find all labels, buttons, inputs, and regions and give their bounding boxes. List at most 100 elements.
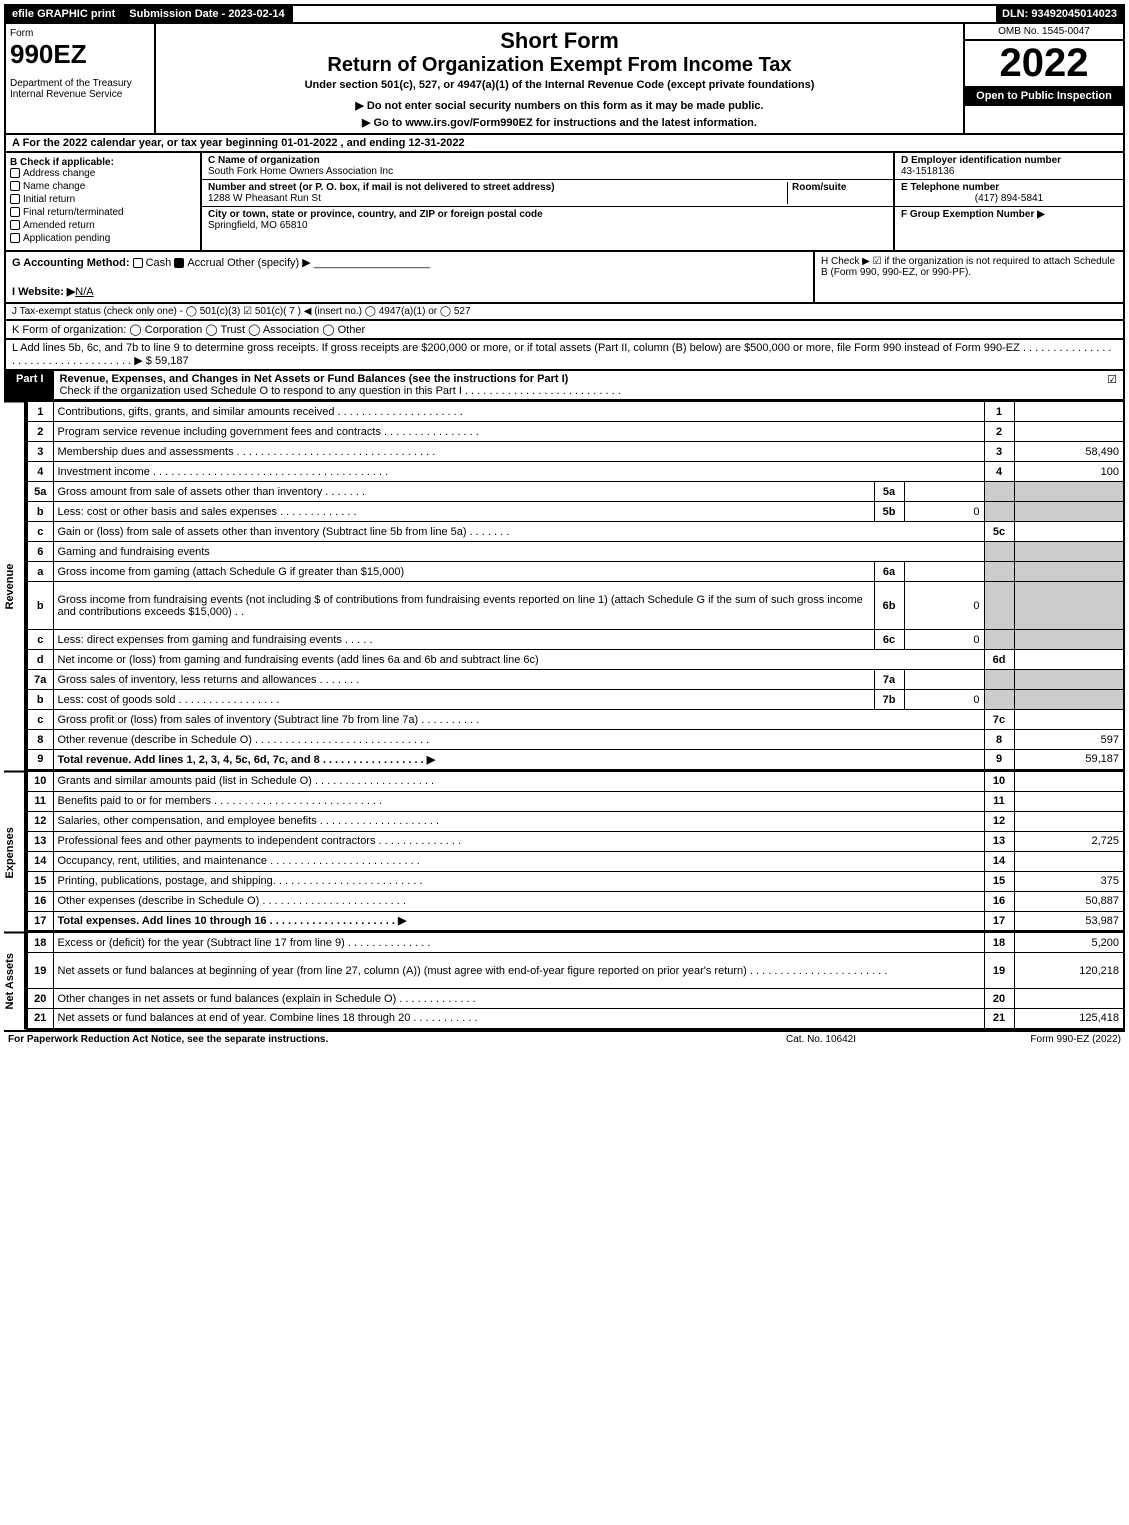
go-to-irs[interactable]: ▶ Go to www.irs.gov/Form990EZ for instru… — [160, 116, 959, 129]
line-12: 12Salaries, other compensation, and empl… — [27, 811, 1124, 831]
line-6d: dNet income or (loss) from gaming and fu… — [27, 650, 1124, 670]
line-18: 18Excess or (deficit) for the year (Subt… — [27, 933, 1124, 953]
line-9: 9Total revenue. Add lines 1, 2, 3, 4, 5c… — [27, 750, 1124, 770]
form-ref: Form 990-EZ (2022) — [921, 1034, 1121, 1045]
room-label: Room/suite — [792, 182, 887, 193]
line-l: L Add lines 5b, 6c, and 7b to line 9 to … — [4, 340, 1125, 371]
gross-receipts: 59,187 — [155, 355, 189, 367]
header-left: Form 990EZ Department of the Treasury In… — [6, 24, 156, 133]
line-17: 17Total expenses. Add lines 10 through 1… — [27, 911, 1124, 931]
header-right: OMB No. 1545-0047 2022 Open to Public In… — [963, 24, 1123, 133]
expenses-table: 10Grants and similar amounts paid (list … — [26, 771, 1125, 933]
line-6a: aGross income from gaming (attach Schedu… — [27, 562, 1124, 582]
revenue-label: Revenue — [4, 401, 26, 771]
form-label: Form — [10, 28, 150, 39]
footer: For Paperwork Reduction Act Notice, see … — [4, 1030, 1125, 1047]
cb-application-pending[interactable]: Application pending — [10, 233, 196, 244]
addr-label: Number and street (or P. O. box, if mail… — [208, 182, 555, 193]
line-6b: bGross income from fundraising events (n… — [27, 582, 1124, 630]
city-label: City or town, state or province, country… — [208, 209, 887, 220]
line-7a: 7aGross sales of inventory, less returns… — [27, 670, 1124, 690]
open-to-public: Open to Public Inspection — [965, 86, 1123, 106]
addr-row: Number and street (or P. O. box, if mail… — [202, 180, 893, 207]
phone-row: E Telephone number (417) 894-5841 — [895, 180, 1123, 207]
line-8: 8Other revenue (describe in Schedule O) … — [27, 730, 1124, 750]
efile-label[interactable]: efile GRAPHIC print — [6, 6, 123, 22]
under-section: Under section 501(c), 527, or 4947(a)(1)… — [160, 79, 959, 91]
tax-exempt-status: J Tax-exempt status (check only one) - ◯… — [4, 304, 1125, 321]
revenue-table: 1Contributions, gifts, grants, and simil… — [26, 401, 1125, 771]
net-assets-label: Net Assets — [4, 932, 26, 1030]
line-16: 16Other expenses (describe in Schedule O… — [27, 891, 1124, 911]
section-bcdef: B Check if applicable: Address change Na… — [4, 153, 1125, 252]
schedule-b-check: H Check ▶ ☑ if the organization is not r… — [813, 252, 1123, 302]
net-assets-table: 18Excess or (deficit) for the year (Subt… — [26, 932, 1125, 1030]
col-de: D Employer identification number 43-1518… — [893, 153, 1123, 250]
cat-no: Cat. No. 10642I — [721, 1034, 921, 1045]
expenses-label: Expenses — [4, 771, 26, 933]
form-header: Form 990EZ Department of the Treasury In… — [4, 24, 1125, 135]
accounting-method: G Accounting Method: Cash Accrual Other … — [6, 252, 813, 302]
line-5a: 5aGross amount from sale of assets other… — [27, 482, 1124, 502]
ein-label: D Employer identification number — [901, 155, 1117, 166]
line-19: 19Net assets or fund balances at beginni… — [27, 953, 1124, 989]
line-15: 15Printing, publications, postage, and s… — [27, 871, 1124, 891]
form-title: Return of Organization Exempt From Incom… — [160, 54, 959, 77]
part-1-tag: Part I — [6, 371, 54, 399]
dln: DLN: 93492045014023 — [996, 6, 1123, 22]
phone-label: E Telephone number — [901, 182, 1117, 193]
line-5b: bLess: cost or other basis and sales exp… — [27, 502, 1124, 522]
line-11: 11Benefits paid to or for members . . . … — [27, 791, 1124, 811]
line-2: 2Program service revenue including gover… — [27, 422, 1124, 442]
line-7b: bLess: cost of goods sold . . . . . . . … — [27, 690, 1124, 710]
org-name: South Fork Home Owners Association Inc — [208, 166, 887, 177]
city-row: City or town, state or province, country… — [202, 207, 893, 233]
line-6c: cLess: direct expenses from gaming and f… — [27, 630, 1124, 650]
line-4: 4Investment income . . . . . . . . . . .… — [27, 462, 1124, 482]
short-form: Short Form — [160, 28, 959, 54]
cb-initial-return[interactable]: Initial return — [10, 194, 196, 205]
city-value: Springfield, MO 65810 — [208, 220, 887, 231]
phone-value: (417) 894-5841 — [901, 193, 1117, 204]
part-1-header: Part I Revenue, Expenses, and Changes in… — [4, 371, 1125, 401]
form-number: 990EZ — [10, 39, 150, 70]
part-1-title: Revenue, Expenses, and Changes in Net As… — [54, 371, 1102, 399]
line-21: 21Net assets or fund balances at end of … — [27, 1009, 1124, 1029]
line-5c: cGain or (loss) from sale of assets othe… — [27, 522, 1124, 542]
line-10: 10Grants and similar amounts paid (list … — [27, 771, 1124, 791]
paperwork-notice: For Paperwork Reduction Act Notice, see … — [8, 1034, 721, 1045]
col-b: B Check if applicable: Address change Na… — [6, 153, 202, 250]
row-a: A For the 2022 calendar year, or tax yea… — [4, 135, 1125, 153]
addr-value: 1288 W Pheasant Run St — [208, 193, 787, 204]
col-b-title: B Check if applicable: — [10, 157, 196, 168]
ein-row: D Employer identification number 43-1518… — [895, 153, 1123, 180]
line-6: 6Gaming and fundraising events — [27, 542, 1124, 562]
submission-date: Submission Date - 2023-02-14 — [123, 6, 292, 22]
org-name-label: C Name of organization — [208, 155, 887, 166]
line-20: 20Other changes in net assets or fund ba… — [27, 989, 1124, 1009]
part-1-check[interactable]: ☑ — [1101, 371, 1123, 399]
org-name-row: C Name of organization South Fork Home O… — [202, 153, 893, 180]
website-value: N/A — [75, 286, 93, 298]
website-label: I Website: ▶ — [12, 286, 75, 298]
group-exemption-row: F Group Exemption Number ▶ — [895, 207, 1123, 222]
col-c: C Name of organization South Fork Home O… — [202, 153, 893, 250]
line-14: 14Occupancy, rent, utilities, and mainte… — [27, 851, 1124, 871]
topbar: efile GRAPHIC print Submission Date - 20… — [4, 4, 1125, 24]
line-3: 3Membership dues and assessments . . . .… — [27, 442, 1124, 462]
cb-final-return[interactable]: Final return/terminated — [10, 207, 196, 218]
cb-name-change[interactable]: Name change — [10, 181, 196, 192]
line-7c: cGross profit or (loss) from sales of in… — [27, 710, 1124, 730]
tax-year: 2022 — [965, 41, 1123, 86]
form-of-org: K Form of organization: ◯ Corporation ◯ … — [4, 321, 1125, 340]
group-exemption-label: F Group Exemption Number ▶ — [901, 209, 1117, 220]
section-gh: G Accounting Method: Cash Accrual Other … — [4, 252, 1125, 304]
ein-value: 43-1518136 — [901, 166, 1117, 177]
cb-amended-return[interactable]: Amended return — [10, 220, 196, 231]
line-1: 1Contributions, gifts, grants, and simil… — [27, 402, 1124, 422]
header-mid: Short Form Return of Organization Exempt… — [156, 24, 963, 133]
department: Department of the Treasury Internal Reve… — [10, 78, 150, 100]
cb-address-change[interactable]: Address change — [10, 168, 196, 179]
ssn-warning: ▶ Do not enter social security numbers o… — [160, 99, 959, 112]
line-13: 13Professional fees and other payments t… — [27, 831, 1124, 851]
